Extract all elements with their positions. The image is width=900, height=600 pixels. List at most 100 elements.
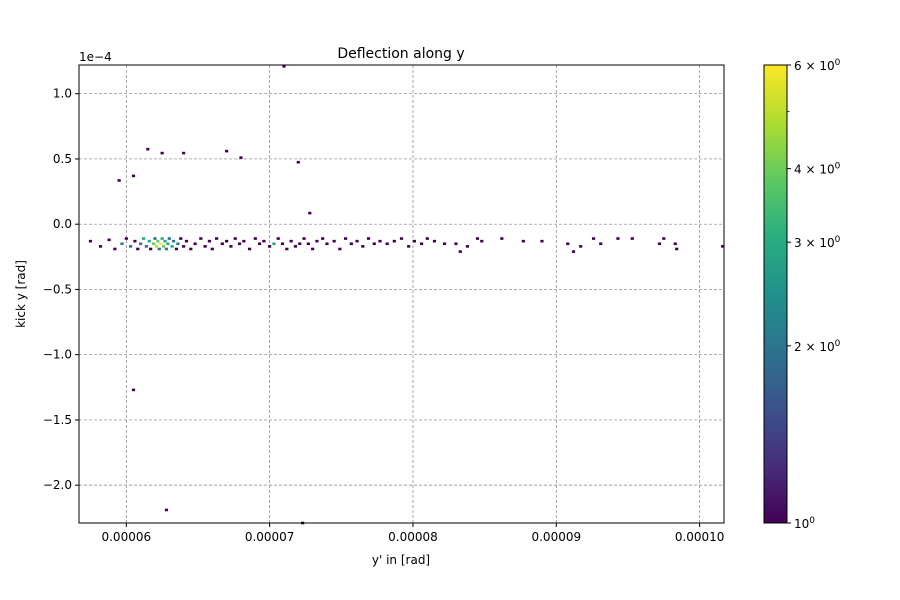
heatmap-cell	[571, 250, 576, 253]
y-tick-label: −1.5	[43, 413, 72, 427]
heatmap-cell	[675, 247, 679, 251]
heatmap-cell	[233, 237, 237, 240]
heatmap-cell	[385, 242, 389, 246]
heatmap-cell	[293, 245, 298, 248]
heatmap-cell	[412, 239, 416, 243]
heatmap-cell	[159, 242, 163, 246]
heatmap-cell	[131, 174, 136, 178]
heatmap-cell	[591, 237, 596, 240]
heatmap-cell	[475, 237, 480, 240]
heatmap-cell	[616, 237, 620, 240]
heatmap-cell	[302, 237, 306, 240]
heatmap-cell	[332, 239, 336, 243]
heatmap-cell	[630, 237, 634, 240]
heatmap-cell	[308, 211, 312, 215]
heatmap-cell	[349, 242, 353, 246]
heatmap-cell	[131, 388, 136, 392]
y-tick-label: 1.0	[53, 87, 72, 101]
heatmap-cell	[156, 239, 160, 243]
heatmap-cell	[407, 245, 411, 248]
heatmap-cell	[237, 242, 242, 246]
heatmap-cell	[113, 247, 117, 251]
heatmap-cell	[285, 247, 289, 251]
colorbar-ticks: 100 2 × 100 3 × 100 4 × 100 6 × 100	[787, 58, 841, 531]
x-tick-label: 0.00006	[101, 530, 151, 544]
heatmap-cell	[566, 242, 570, 246]
x-tick-label: 0.00007	[245, 530, 295, 544]
heatmap-cell	[120, 242, 124, 246]
heatmap-cell	[720, 245, 725, 248]
y-tick-label: −0.5	[43, 282, 72, 296]
chart-title: Deflection along y	[337, 46, 464, 62]
heatmap-cell	[164, 247, 169, 251]
heatmap-cells	[88, 65, 725, 525]
heatmap-cell	[239, 156, 243, 159]
heatmap-cell	[253, 237, 257, 240]
heatmap-cell	[98, 245, 103, 248]
heatmap-cell	[184, 239, 189, 243]
heatmap-cell	[454, 242, 458, 246]
colorbar-tick-label: 2 × 100	[794, 339, 841, 354]
heatmap-cell	[442, 242, 447, 246]
heatmap-cell	[225, 239, 229, 243]
heatmap-cell	[117, 179, 121, 182]
heatmap-cell	[268, 245, 272, 248]
heatmap-cell	[167, 237, 171, 240]
heatmap-cell	[458, 250, 462, 253]
heatmap-cell	[338, 247, 342, 251]
heatmap-cell	[153, 237, 157, 240]
heatmap-cell	[247, 247, 252, 251]
heatmap-cell	[182, 151, 186, 155]
heatmap-cell	[179, 237, 183, 240]
heatmap-cell	[163, 239, 167, 243]
heatmap-cell	[480, 239, 484, 243]
heatmap-cell	[599, 242, 603, 246]
x-axis-label: y' in [rad]	[372, 553, 430, 567]
x-tick-label: 0.00009	[531, 530, 581, 544]
heatmap-cell	[289, 239, 293, 243]
heatmap-cell	[673, 242, 677, 246]
heatmap-cell	[280, 242, 285, 246]
heatmap-cell	[258, 242, 262, 246]
heatmap-cell	[361, 245, 365, 248]
x-axis-ticks: 0.00006 0.00007 0.00008 0.00009 0.00010	[101, 523, 724, 544]
heatmap-cell	[355, 239, 359, 243]
heatmap-cell	[193, 242, 197, 246]
heatmap-cell	[88, 239, 93, 243]
heatmap-cell	[262, 239, 266, 243]
heatmap-cell	[129, 245, 133, 248]
heatmap-cell	[170, 245, 174, 248]
heatmap-cell	[203, 245, 207, 248]
heatmap-cell	[124, 237, 128, 240]
heatmap-cell	[215, 237, 219, 240]
heatmap-cell	[149, 247, 153, 251]
y-axis-label: kick y [rad]	[14, 260, 28, 328]
heatmap-cell	[662, 237, 666, 240]
heatmap-cell	[321, 237, 325, 240]
heatmap-cell	[325, 242, 329, 246]
heatmap-cell	[378, 239, 382, 243]
heatmap-cell	[157, 247, 161, 251]
heatmap-cell	[465, 245, 470, 248]
heatmap-cell	[425, 237, 429, 240]
heatmap-cell	[298, 242, 302, 246]
heatmap-cell	[166, 242, 170, 246]
heatmap-cell	[189, 247, 193, 251]
heatmap-cell	[419, 242, 424, 246]
plot-frame	[78, 64, 725, 524]
heatmap-cell	[306, 242, 310, 246]
heatmap-cell	[141, 237, 146, 240]
y-axis-ticks: 1.0 0.5 0.0 −0.5 −1.0 −1.5 −2.0	[43, 87, 79, 492]
colorbar	[763, 64, 788, 524]
y-tick-label: −1.0	[43, 348, 72, 362]
heatmap-cell	[311, 247, 315, 251]
heatmap-cell	[144, 245, 148, 248]
heatmap-cell	[315, 239, 319, 243]
heatmap-cell	[500, 237, 504, 240]
heatmap-cell	[392, 239, 396, 243]
heatmap-cell	[160, 237, 164, 240]
heatmap-cell	[147, 239, 151, 243]
heatmap-cell	[136, 247, 140, 251]
y-offset-label: 1e−4	[79, 50, 112, 64]
heatmap-cell	[276, 237, 280, 240]
